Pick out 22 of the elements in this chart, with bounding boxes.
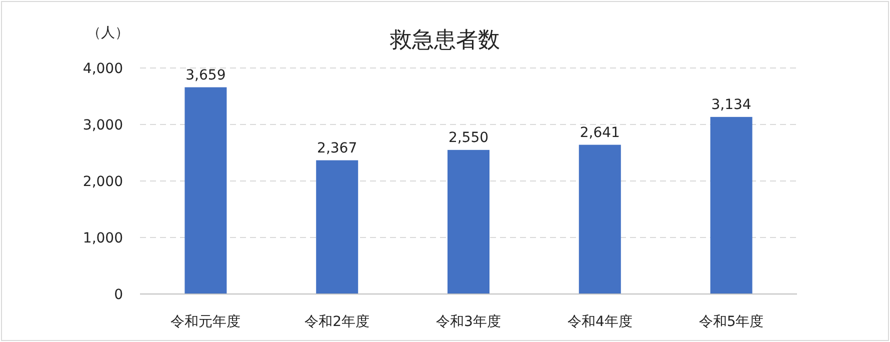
y-tick-label: 4,000 xyxy=(82,61,123,77)
x-tick-label: 令和3年度 xyxy=(436,314,501,330)
data-label: 2,367 xyxy=(317,140,358,156)
x-tick-label: 令和4年度 xyxy=(567,314,632,330)
bar xyxy=(184,87,227,294)
chart-title: 救急患者数 xyxy=(389,28,500,53)
data-label: 2,550 xyxy=(448,130,489,146)
bar xyxy=(578,144,621,294)
data-label: 3,659 xyxy=(186,67,226,84)
bar xyxy=(448,150,490,294)
y-axis-title: （人） xyxy=(87,25,129,41)
x-tick-label: 令和5年度 xyxy=(698,314,764,330)
y-tick-label: 2,000 xyxy=(82,174,123,190)
x-tick-label: 令和元年度 xyxy=(170,314,241,330)
data-label: 2,641 xyxy=(580,124,620,141)
x-tick-label: 令和2年度 xyxy=(304,314,370,330)
data-label: 3,134 xyxy=(711,96,752,113)
y-tick-label: 3,000 xyxy=(82,118,123,134)
bar xyxy=(316,160,358,294)
y-tick-label: 1,000 xyxy=(82,230,123,246)
y-tick-label: 0 xyxy=(114,287,123,303)
bar xyxy=(710,116,752,294)
